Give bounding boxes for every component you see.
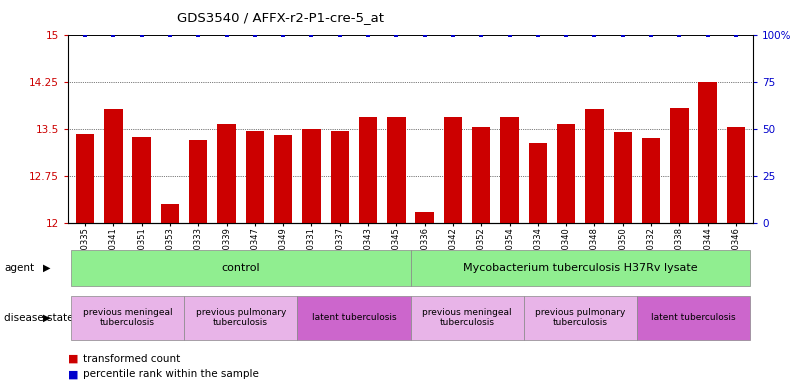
Bar	[529, 143, 547, 223]
Point	[333, 31, 346, 38]
Point	[220, 31, 233, 38]
Bar	[274, 135, 292, 223]
Bar	[76, 134, 95, 223]
Point	[616, 31, 629, 38]
Text: ▶: ▶	[43, 313, 50, 323]
Text: disease state: disease state	[4, 313, 74, 323]
Text: previous meningeal
tuberculosis: previous meningeal tuberculosis	[422, 308, 512, 328]
Bar	[387, 118, 405, 223]
Point	[362, 31, 375, 38]
Point	[588, 31, 601, 38]
Bar	[586, 109, 604, 223]
Point	[730, 31, 743, 38]
Point	[135, 31, 148, 38]
Point	[78, 31, 91, 38]
Point	[390, 31, 403, 38]
Bar	[189, 140, 207, 223]
Point	[163, 31, 176, 38]
Point	[107, 31, 120, 38]
Point	[305, 31, 318, 38]
Text: ■: ■	[68, 369, 78, 379]
Point	[531, 31, 544, 38]
Point	[503, 31, 516, 38]
Bar	[302, 129, 320, 223]
Bar	[557, 124, 575, 223]
Text: GDS3540 / AFFX-r2-P1-cre-5_at: GDS3540 / AFFX-r2-P1-cre-5_at	[177, 12, 384, 25]
Bar	[161, 204, 179, 223]
Bar	[331, 131, 349, 223]
Text: control: control	[221, 263, 260, 273]
Bar	[444, 118, 462, 223]
Bar	[359, 118, 377, 223]
Bar	[217, 124, 235, 223]
Text: previous pulmonary
tuberculosis: previous pulmonary tuberculosis	[535, 308, 626, 328]
Bar	[698, 82, 717, 223]
Text: previous meningeal
tuberculosis: previous meningeal tuberculosis	[83, 308, 172, 328]
Bar	[132, 137, 151, 223]
Bar	[246, 131, 264, 223]
Text: latent tuberculosis: latent tuberculosis	[312, 313, 396, 322]
Point	[446, 31, 459, 38]
Bar	[614, 132, 632, 223]
Point	[277, 31, 290, 38]
Point	[701, 31, 714, 38]
Text: ▶: ▶	[43, 263, 50, 273]
Bar	[501, 118, 519, 223]
Text: transformed count: transformed count	[83, 354, 179, 364]
Point	[418, 31, 431, 38]
Point	[560, 31, 573, 38]
Bar	[727, 127, 745, 223]
Bar	[416, 212, 434, 223]
Bar	[670, 108, 689, 223]
Point	[475, 31, 488, 38]
Text: percentile rank within the sample: percentile rank within the sample	[83, 369, 259, 379]
Point	[645, 31, 658, 38]
Text: Mycobacterium tuberculosis H37Rv lysate: Mycobacterium tuberculosis H37Rv lysate	[463, 263, 698, 273]
Point	[192, 31, 205, 38]
Point	[248, 31, 261, 38]
Text: previous pulmonary
tuberculosis: previous pulmonary tuberculosis	[195, 308, 286, 328]
Bar	[104, 109, 123, 223]
Text: latent tuberculosis: latent tuberculosis	[651, 313, 736, 322]
Bar	[472, 127, 490, 223]
Text: ■: ■	[68, 354, 78, 364]
Point	[673, 31, 686, 38]
Bar	[642, 138, 660, 223]
Text: agent: agent	[4, 263, 34, 273]
